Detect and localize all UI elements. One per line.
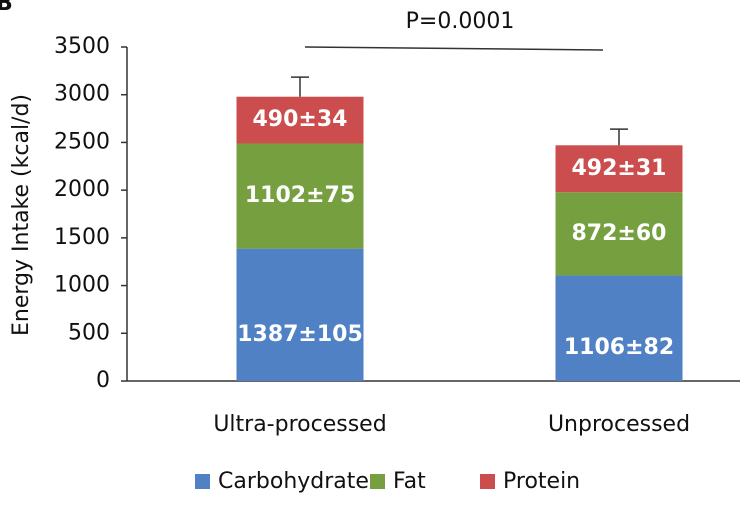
y-axis-title: Energy Intake (kcal/d): [9, 94, 34, 336]
annotation: P=0.0001: [406, 9, 515, 34]
annotation-line: [304, 46, 604, 51]
legend-label: Carbohydrate: [218, 469, 369, 494]
legend-swatch: [370, 474, 385, 489]
y-tick-label: 500: [68, 320, 110, 345]
y-tick-label: 1500: [54, 225, 110, 250]
y-tick-label: 2000: [54, 177, 110, 202]
y-tick-label: 3500: [54, 34, 110, 59]
value-label: 872±60: [572, 221, 667, 246]
y-tick-label: 0: [96, 368, 110, 393]
value-label: 1106±82: [564, 335, 674, 360]
y-tick-label: 3000: [54, 82, 110, 107]
bar-segment: [555, 192, 683, 276]
legend-label: Fat: [393, 469, 426, 494]
x-tick-label: Ultra-processed: [213, 412, 386, 437]
x-tick-label: Unprocessed: [548, 412, 690, 437]
value-label: 490±34: [253, 107, 348, 132]
legend-swatch: [195, 474, 210, 489]
value-label: 1387±105: [237, 322, 363, 347]
legend-label: Protein: [503, 469, 580, 494]
value-label: 1102±75: [245, 183, 355, 208]
value-label: 492±31: [572, 156, 667, 181]
bar-segment: [236, 143, 364, 249]
bar-segment: [555, 275, 683, 381]
y-tick-label: 2500: [54, 129, 110, 154]
bar-segment: [555, 145, 683, 193]
panel-label: B: [0, 0, 13, 16]
legend-swatch: [480, 474, 495, 489]
bar-segment: [236, 96, 364, 144]
bar-segment: [236, 248, 364, 381]
y-tick-label: 1000: [54, 273, 110, 298]
